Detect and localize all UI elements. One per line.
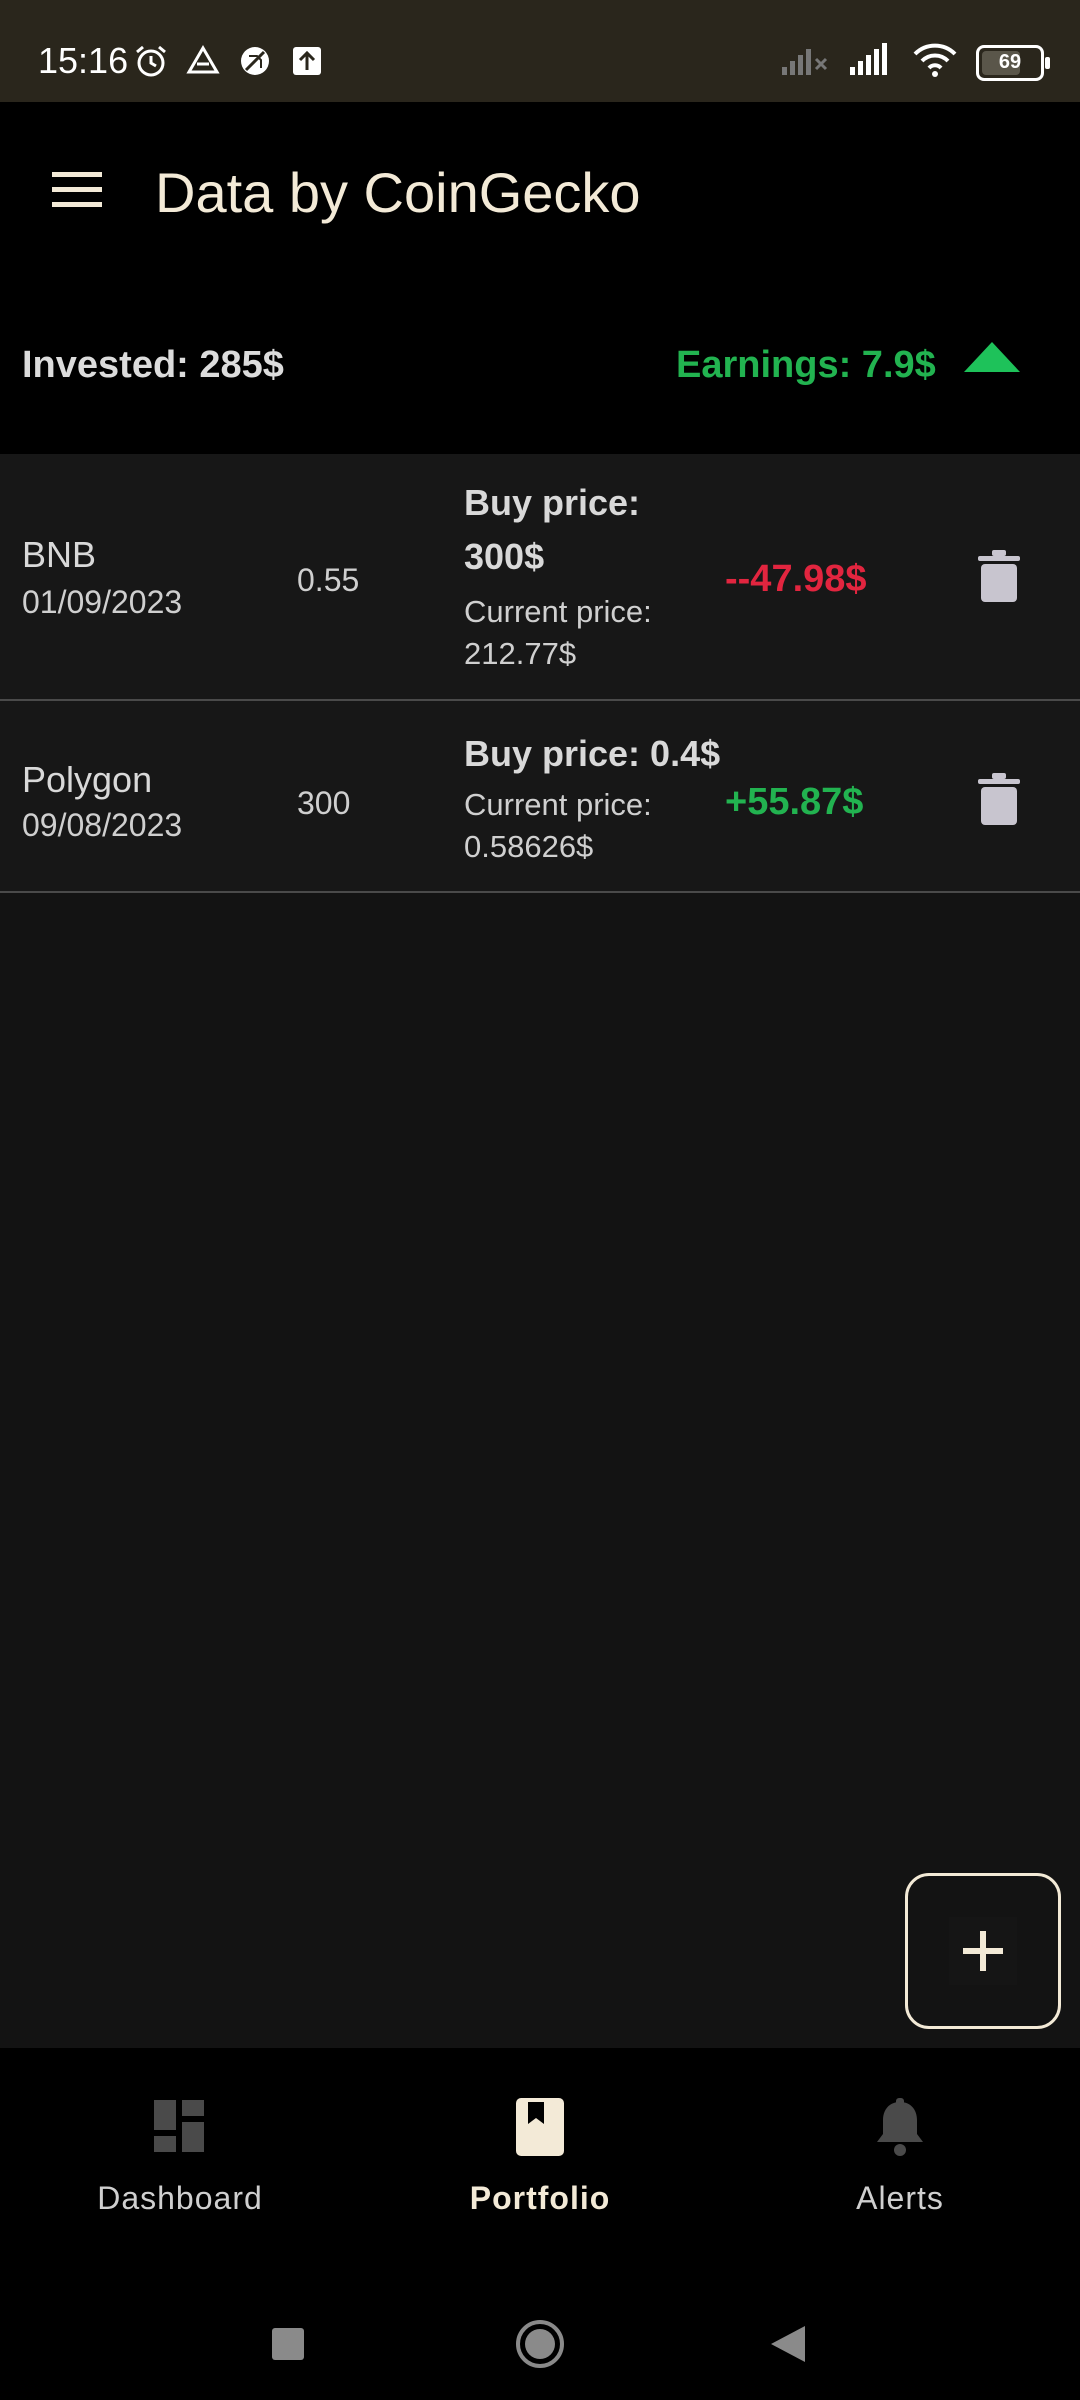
status-notification-icons (132, 42, 326, 80)
status-system-icons: 69 (780, 42, 1050, 83)
purchase-date: 01/09/2023 (22, 584, 183, 620)
coin-name: Polygon (22, 759, 153, 800)
add-holding-button[interactable] (905, 1873, 1061, 2029)
drive-icon (184, 42, 222, 80)
list-item[interactable]: Polygon 09/08/2023 300 Buy price: 0.4$ C… (0, 701, 1080, 893)
status-bar: 15:16 69 (0, 0, 1080, 102)
current-price-label: Current price: (464, 594, 652, 629)
nav-label-dashboard: Dashboard (97, 2180, 263, 2216)
current-price-value: 0.58626$ (464, 829, 594, 864)
plus-icon (949, 1917, 1017, 1985)
delete-icon[interactable] (978, 773, 1020, 825)
profit-loss: +55.87$ (725, 781, 864, 823)
nav-label-portfolio: Portfolio (469, 2180, 611, 2216)
list-item[interactable]: BNB 01/09/2023 0.55 Buy price: 300$ Curr… (0, 454, 1080, 701)
coin-quantity: 0.55 (297, 562, 360, 598)
system-navigation (0, 2288, 1080, 2400)
current-price-value: 212.77$ (464, 636, 577, 671)
bell-icon (875, 2098, 925, 2161)
buy-price-value: 300$ (464, 536, 545, 577)
arrow-up-icon (964, 342, 1020, 372)
nav-label-alerts: Alerts (856, 2180, 944, 2216)
earnings-total: Earnings: 7.9$ (676, 344, 936, 386)
coin-quantity: 300 (297, 785, 351, 821)
purchase-date: 09/08/2023 (22, 807, 183, 843)
delete-icon[interactable] (978, 550, 1020, 602)
invested-total: Invested: 285$ (22, 344, 284, 386)
menu-icon[interactable] (52, 170, 102, 210)
profit-loss: --47.98$ (725, 558, 867, 600)
upload-icon (288, 42, 326, 80)
dashboard-icon (152, 2098, 208, 2159)
nav-item-portfolio[interactable]: Portfolio (360, 2048, 720, 2288)
alarm-icon (132, 42, 170, 80)
buy-price: Buy price: 0.4$ (464, 733, 721, 774)
recents-icon[interactable] (248, 2288, 328, 2400)
portfolio-summary: Invested: 285$ Earnings: 7.9$ (0, 282, 1080, 454)
portfolio-list: BNB 01/09/2023 0.55 Buy price: 300$ Curr… (0, 454, 1080, 893)
home-icon[interactable] (500, 2288, 580, 2400)
wifi-icon (912, 42, 958, 83)
signal-icon (848, 43, 894, 82)
back-icon[interactable] (748, 2288, 828, 2400)
no-signal-icon (780, 43, 830, 82)
app-bar: Data by CoinGecko (0, 102, 1080, 282)
current-price-label: Current price: (464, 787, 652, 822)
coin-name: BNB (22, 534, 97, 575)
nav-item-alerts[interactable]: Alerts (720, 2048, 1080, 2288)
battery-level: 69 (998, 51, 1022, 73)
buy-price-label: Buy price: (464, 482, 641, 523)
no-sim-icon (236, 42, 274, 80)
battery-icon: 69 (976, 44, 1050, 81)
status-time: 15:16 (38, 40, 129, 81)
nav-item-dashboard[interactable]: Dashboard (0, 2048, 360, 2288)
page-title: Data by CoinGecko (155, 161, 641, 224)
bookmark-icon (516, 2098, 564, 2161)
bottom-navigation: Dashboard Portfolio Alerts (0, 2048, 1080, 2288)
